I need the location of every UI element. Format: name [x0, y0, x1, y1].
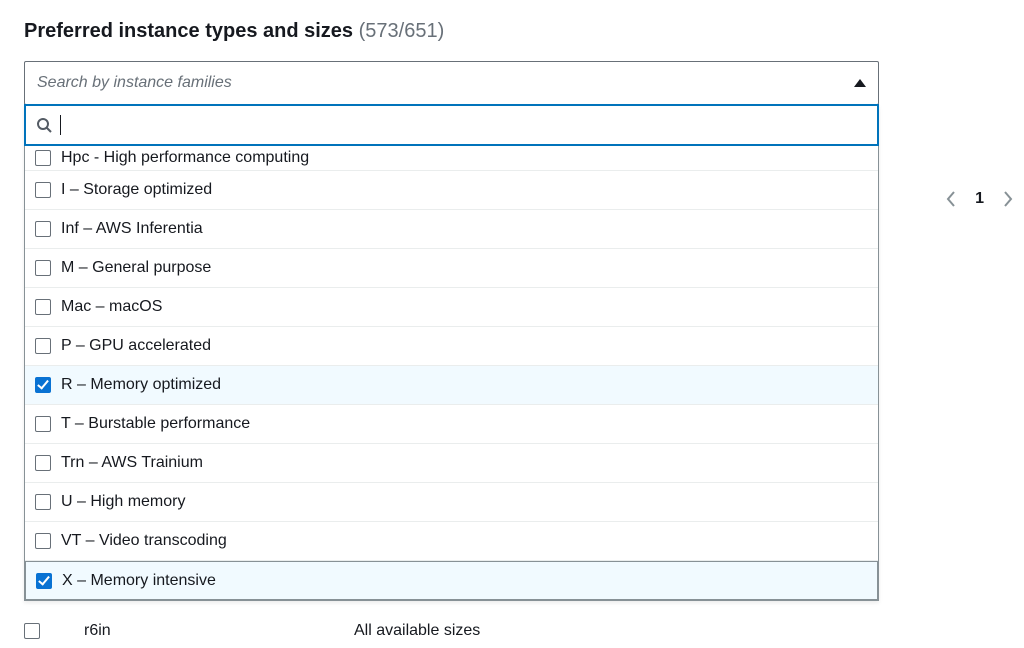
option-checkbox[interactable] [35, 455, 51, 471]
option-checkbox[interactable] [35, 416, 51, 432]
option-item[interactable]: T – Burstable performance [25, 405, 878, 444]
option-label: M – General purpose [61, 260, 211, 276]
pagination: 1 [945, 190, 1014, 208]
option-label: U – High memory [61, 494, 185, 510]
option-checkbox[interactable] [36, 573, 52, 589]
row-checkbox[interactable] [24, 623, 40, 639]
option-item[interactable]: R – Memory optimized [25, 366, 878, 405]
option-checkbox[interactable] [35, 221, 51, 237]
title-count: (573/651) [359, 20, 445, 42]
option-checkbox[interactable] [35, 150, 51, 166]
caret-up-icon [854, 79, 866, 87]
option-item[interactable]: X – Memory intensive [25, 561, 878, 600]
option-checkbox[interactable] [35, 260, 51, 276]
search-input[interactable] [61, 106, 877, 144]
option-item[interactable]: Inf – AWS Inferentia [25, 210, 878, 249]
select-placeholder: Search by instance families [37, 74, 232, 92]
row-sizes: All available sizes [354, 622, 480, 640]
option-label: T – Burstable performance [61, 416, 250, 432]
option-item[interactable]: Trn – AWS Trainium [25, 444, 878, 483]
search-icon [36, 117, 52, 133]
option-checkbox[interactable] [35, 533, 51, 549]
option-label: I – Storage optimized [61, 182, 212, 198]
option-item[interactable]: M – General purpose [25, 249, 878, 288]
page-current: 1 [975, 190, 984, 208]
option-item[interactable]: Hpc - High performance computing [25, 145, 878, 171]
option-label: VT – Video transcoding [61, 533, 227, 549]
title-text: Preferred instance types and sizes [24, 20, 353, 42]
option-label: X – Memory intensive [62, 573, 216, 589]
option-label: Mac – macOS [61, 299, 162, 315]
option-item[interactable]: I – Storage optimized [25, 171, 878, 210]
select-trigger[interactable]: Search by instance families [24, 61, 879, 105]
option-label: P – GPU accelerated [61, 338, 211, 354]
chevron-left-icon[interactable] [945, 190, 957, 208]
option-item[interactable]: U – High memory [25, 483, 878, 522]
table-row[interactable]: r6in All available sizes [24, 622, 480, 640]
instance-family-select: Search by instance families Hpc - High p… [24, 61, 879, 105]
option-item[interactable]: VT – Video transcoding [25, 522, 878, 561]
option-item[interactable]: Mac – macOS [25, 288, 878, 327]
option-checkbox[interactable] [35, 299, 51, 315]
dropdown-search-row [24, 104, 879, 146]
option-label: Trn – AWS Trainium [61, 455, 203, 471]
option-checkbox[interactable] [35, 182, 51, 198]
option-label: R – Memory optimized [61, 377, 221, 393]
dropdown-panel: Hpc - High performance computing I – Stor… [24, 105, 879, 601]
option-checkbox[interactable] [35, 338, 51, 354]
chevron-right-icon[interactable] [1002, 190, 1014, 208]
option-checkbox[interactable] [35, 377, 51, 393]
page-title: Preferred instance types and sizes (573/… [24, 20, 1000, 43]
option-checkbox[interactable] [35, 494, 51, 510]
option-label: Inf – AWS Inferentia [61, 221, 203, 237]
row-family: r6in [84, 622, 354, 640]
options-list: Hpc - High performance computing I – Stor… [25, 145, 878, 600]
option-label: Hpc - High performance computing [61, 150, 309, 166]
option-item[interactable]: P – GPU accelerated [25, 327, 878, 366]
